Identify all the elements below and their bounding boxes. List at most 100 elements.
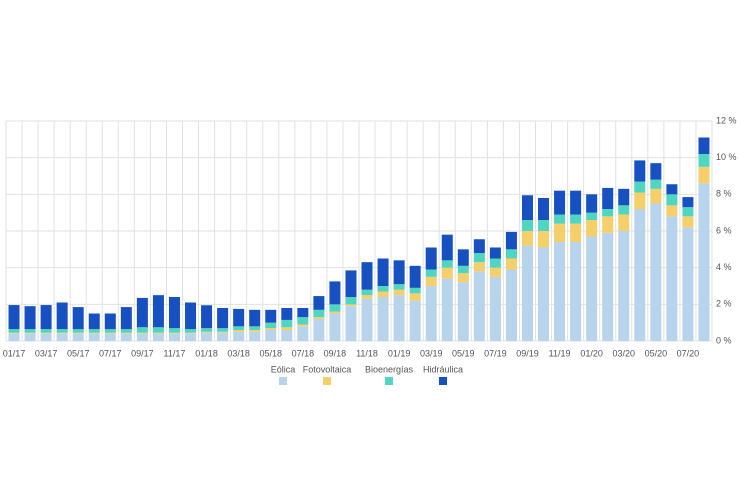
- x-tick-label: 01/17: [3, 348, 26, 358]
- bar-segment: [586, 220, 598, 237]
- bar-segment: [329, 304, 341, 312]
- bar-segment: [682, 207, 694, 217]
- bar-segment: [377, 291, 389, 297]
- y-tick-label: 0 %: [716, 335, 732, 345]
- bar-segment: [521, 220, 533, 231]
- bar-segment: [457, 249, 469, 266]
- bar-segment: [698, 166, 710, 184]
- y-tick-label: 10 %: [716, 152, 737, 162]
- x-tick-label: 09/17: [131, 348, 154, 358]
- bar-segment: [586, 236, 598, 341]
- bar-segment: [297, 324, 309, 327]
- bar-segment: [249, 309, 261, 327]
- x-tick-label: 03/19: [420, 348, 443, 358]
- x-tick-label: 03/20: [612, 348, 635, 358]
- bar-segment: [185, 302, 197, 330]
- x-tick-label: 01/18: [195, 348, 218, 358]
- bar-segment: [88, 332, 100, 334]
- bar-segment: [72, 307, 84, 330]
- bar-segment: [618, 188, 630, 206]
- bar-segment: [329, 311, 341, 314]
- y-tick-label: 12 %: [716, 115, 737, 125]
- bar-segment: [505, 249, 517, 259]
- bar-segment: [233, 330, 245, 332]
- bar-segment: [393, 284, 405, 290]
- bar-segment: [217, 332, 229, 341]
- bar-segment: [152, 333, 164, 341]
- bar-segment: [88, 333, 100, 341]
- x-tick-label: 11/18: [356, 348, 378, 358]
- bar-segment: [538, 231, 550, 248]
- bar-segment: [185, 329, 197, 333]
- bar-segment: [602, 232, 614, 341]
- bar-segment: [185, 333, 197, 341]
- x-tick-label: 05/20: [645, 348, 668, 358]
- bar-segment: [473, 271, 485, 341]
- x-tick-label: 01/20: [580, 348, 603, 358]
- bar-segment: [554, 242, 566, 341]
- bar-segment: [377, 258, 389, 286]
- bar-segment: [521, 195, 533, 220]
- bar-segment: [441, 260, 453, 268]
- legend-swatch: [385, 377, 393, 385]
- bar-segment: [104, 332, 116, 334]
- bar-segment: [313, 309, 325, 318]
- bar-segment: [152, 295, 164, 328]
- bar-segment: [361, 262, 373, 290]
- bar-segment: [473, 239, 485, 253]
- bar-segment: [505, 258, 517, 270]
- bar-segment: [377, 297, 389, 341]
- bar-segment: [666, 184, 678, 195]
- y-tick-label: 4 %: [716, 262, 732, 272]
- bar-segment: [24, 329, 36, 333]
- x-tick-label: 11/19: [549, 348, 571, 358]
- bar-segment: [56, 333, 68, 341]
- bar-segment: [682, 227, 694, 341]
- bar-segment: [489, 267, 501, 277]
- bar-segment: [40, 329, 52, 333]
- bar-segment: [104, 333, 116, 341]
- bar-segment: [313, 319, 325, 341]
- bar-segment: [72, 333, 84, 341]
- x-tick-label: 05/17: [67, 348, 90, 358]
- bar-segment: [682, 216, 694, 228]
- bar-segment: [120, 307, 132, 330]
- bar-segment: [297, 326, 309, 341]
- bar-segment: [393, 289, 405, 296]
- bar-segment: [281, 330, 293, 341]
- bar-segment: [409, 265, 421, 288]
- y-tick-label: 2 %: [716, 299, 732, 309]
- bar-segment: [40, 333, 52, 341]
- bar-segment: [409, 293, 421, 301]
- bar-segment: [666, 194, 678, 206]
- x-tick-label: 05/18: [259, 348, 282, 358]
- bar-segment: [249, 326, 261, 330]
- bar-segment: [265, 330, 277, 341]
- bar-segment: [24, 332, 36, 334]
- bar-segment: [8, 332, 20, 334]
- bar-segment: [345, 306, 357, 341]
- bar-segment: [521, 231, 533, 246]
- bar-segment: [313, 296, 325, 310]
- bar-segment: [489, 258, 501, 268]
- bar-segment: [217, 308, 229, 329]
- bar-segment: [281, 319, 293, 328]
- legend-label: Hidráulica: [423, 364, 463, 374]
- bar-segment: [425, 247, 437, 270]
- x-tick-label: 03/17: [35, 348, 58, 358]
- bar-segment: [473, 262, 485, 272]
- legend-swatch: [323, 377, 331, 385]
- bar-segment: [233, 308, 245, 327]
- bar-segment: [457, 282, 469, 341]
- bar-segment: [505, 231, 517, 250]
- bar-segment: [602, 187, 614, 209]
- bar-segment: [72, 329, 84, 333]
- bar-segment: [393, 260, 405, 285]
- bar-segment: [249, 331, 261, 341]
- bar-segment: [168, 333, 180, 341]
- bar-segment: [618, 214, 630, 231]
- bar-segment: [393, 295, 405, 341]
- bar-segment: [152, 332, 164, 334]
- bar-segment: [698, 137, 710, 154]
